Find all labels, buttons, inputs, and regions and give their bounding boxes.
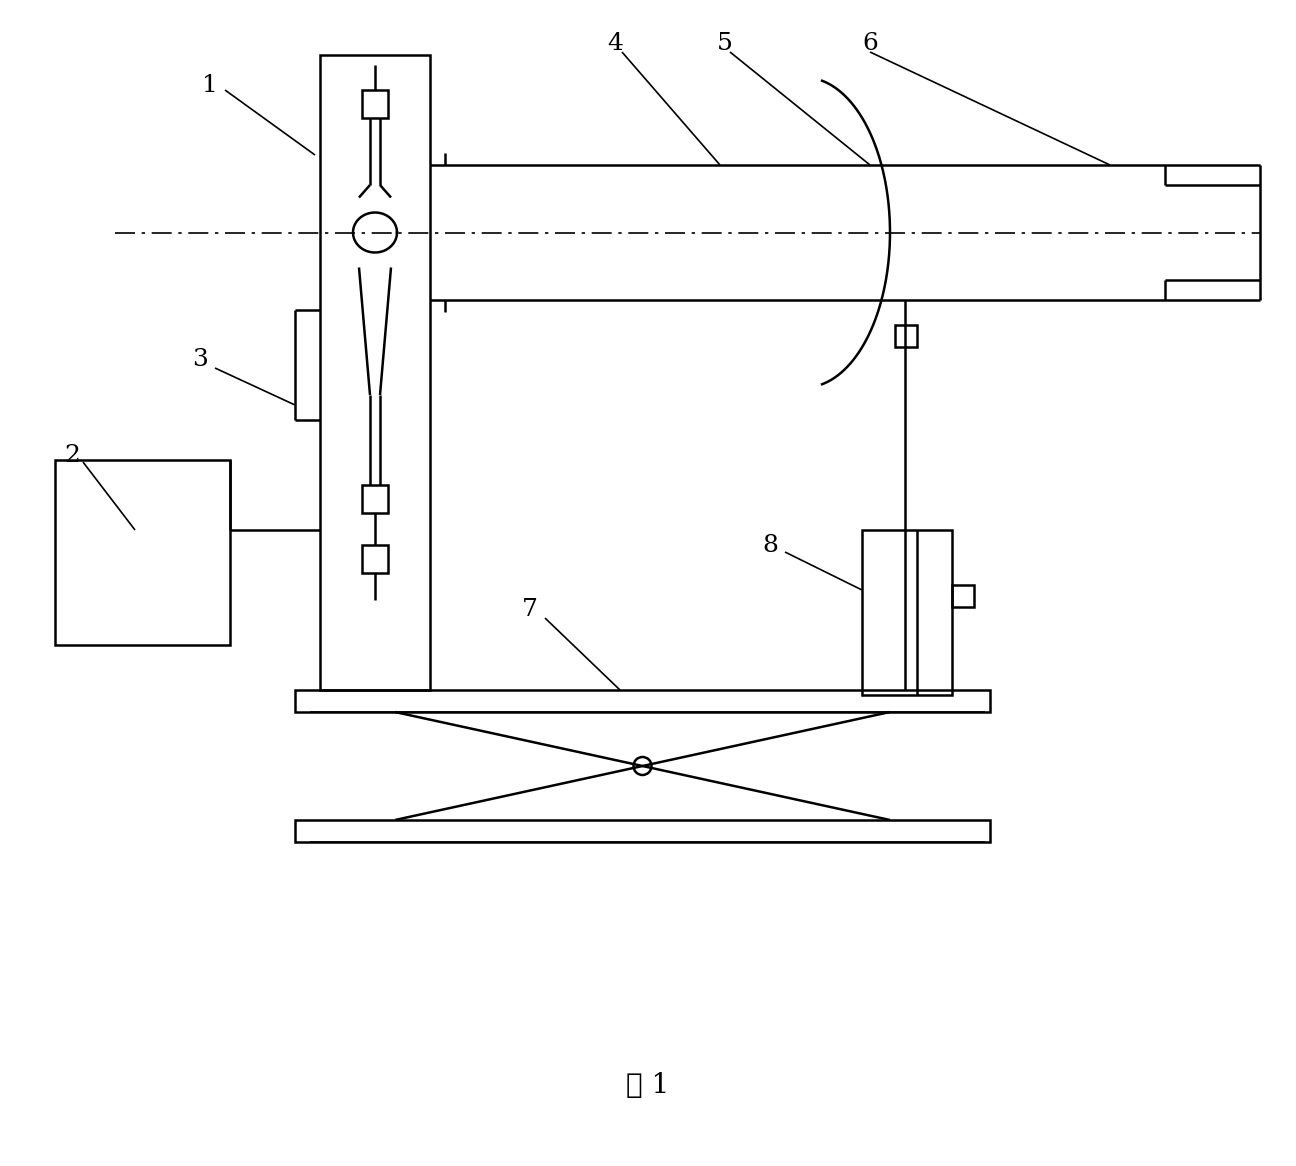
Bar — [320, 55, 430, 690]
Text: 7: 7 — [522, 598, 538, 621]
Text: 4: 4 — [607, 31, 623, 55]
Bar — [362, 485, 388, 513]
Text: 1: 1 — [202, 73, 218, 97]
Text: 2: 2 — [64, 443, 80, 466]
Bar — [295, 690, 990, 712]
Bar — [295, 820, 990, 842]
Bar — [953, 585, 975, 607]
Text: 6: 6 — [862, 31, 877, 55]
Text: 8: 8 — [762, 534, 778, 556]
Bar — [54, 461, 229, 645]
Text: 5: 5 — [717, 31, 734, 55]
Bar — [362, 90, 388, 118]
Bar — [896, 325, 918, 347]
Bar — [862, 531, 953, 695]
Text: 图 1: 图 1 — [626, 1072, 670, 1098]
Bar — [362, 545, 388, 573]
Text: 3: 3 — [192, 349, 207, 372]
